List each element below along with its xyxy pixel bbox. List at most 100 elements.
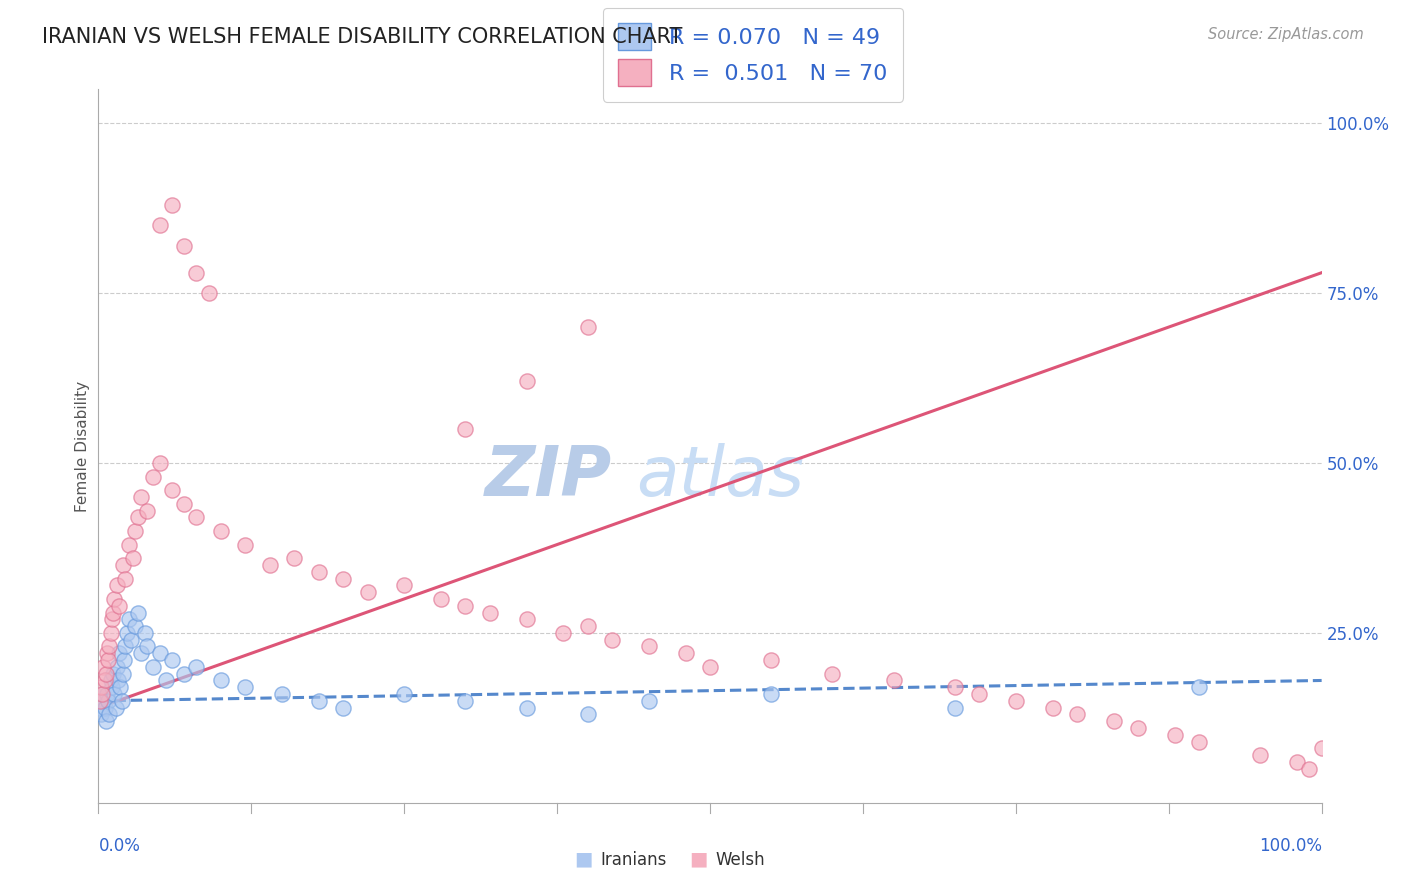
Point [173, 238, 195, 252]
Legend: R = 0.070   N = 49, R =  0.501   N = 70: R = 0.070 N = 49, R = 0.501 N = 70 [603, 7, 903, 102]
Point [129, 646, 152, 660]
Point [1042, 700, 1064, 714]
Point [259, 558, 281, 572]
Point [576, 619, 599, 633]
Text: Iranians: Iranians [600, 851, 666, 869]
Point [699, 660, 721, 674]
Point [883, 673, 905, 688]
Point [142, 469, 165, 483]
Point [142, 660, 165, 674]
Point [94, 714, 117, 729]
Point [124, 619, 146, 633]
Point [90, 680, 112, 694]
Point [1066, 707, 1088, 722]
Point [1102, 714, 1125, 729]
Point [121, 551, 143, 566]
Point [97, 653, 120, 667]
Point [186, 660, 208, 674]
Text: 100.0%: 100.0% [1258, 837, 1322, 855]
Point [98, 707, 121, 722]
Point [110, 680, 132, 694]
Point [112, 653, 135, 667]
Point [186, 510, 208, 524]
Text: ■: ■ [689, 850, 709, 869]
Point [89, 694, 111, 708]
Point [129, 490, 152, 504]
Point [516, 612, 538, 626]
Point [134, 626, 156, 640]
Point [101, 606, 124, 620]
Point [392, 687, 416, 701]
Point [821, 666, 844, 681]
Point [98, 640, 121, 654]
Point [136, 640, 159, 654]
Point [943, 700, 966, 714]
Point [967, 687, 990, 701]
Point [104, 700, 127, 714]
Point [111, 558, 134, 572]
Point [160, 483, 183, 498]
Point [761, 653, 783, 667]
Point [1298, 762, 1320, 776]
Point [105, 578, 128, 592]
Point [91, 687, 114, 701]
Point [761, 687, 783, 701]
Point [638, 640, 661, 654]
Point [478, 606, 501, 620]
Point [173, 497, 195, 511]
Point [160, 653, 183, 667]
Point [100, 626, 122, 640]
Point [93, 673, 115, 688]
Point [516, 700, 538, 714]
Point [638, 694, 661, 708]
Point [283, 551, 305, 566]
Point [111, 694, 134, 708]
Point [127, 606, 149, 620]
Point [118, 537, 141, 551]
Point [1310, 741, 1333, 756]
Point [332, 700, 354, 714]
Point [308, 694, 330, 708]
Point [101, 612, 124, 626]
Point [675, 646, 697, 660]
Point [114, 572, 136, 586]
Point [90, 707, 112, 722]
Point [600, 632, 623, 647]
Point [332, 572, 354, 586]
Point [89, 700, 111, 714]
Point [1128, 721, 1150, 735]
Point [430, 591, 453, 606]
Text: Welsh: Welsh [716, 851, 765, 869]
Point [454, 599, 477, 613]
Point [1164, 728, 1187, 742]
Point [209, 524, 232, 538]
Point [943, 680, 966, 694]
Point [96, 646, 118, 660]
Point [91, 660, 114, 674]
Point [1188, 734, 1211, 748]
Point [107, 673, 129, 688]
Point [94, 666, 117, 681]
Point [308, 565, 330, 579]
Point [356, 585, 378, 599]
Point [576, 707, 599, 722]
Point [1188, 680, 1211, 694]
Point [93, 700, 115, 714]
Text: ZIP: ZIP [485, 443, 612, 510]
Point [105, 660, 128, 674]
Point [108, 646, 131, 660]
Text: IRANIAN VS WELSH FEMALE DISABILITY CORRELATION CHART: IRANIAN VS WELSH FEMALE DISABILITY CORRE… [42, 27, 682, 46]
Point [576, 320, 599, 334]
Point [103, 591, 125, 606]
Point [127, 510, 149, 524]
Point [100, 673, 122, 688]
Point [1250, 748, 1272, 763]
Point [209, 673, 232, 688]
Point [149, 218, 172, 232]
Text: Source: ZipAtlas.com: Source: ZipAtlas.com [1208, 27, 1364, 42]
Point [1004, 694, 1026, 708]
Point [233, 680, 256, 694]
Point [270, 687, 294, 701]
Point [149, 456, 172, 470]
Point [114, 640, 136, 654]
